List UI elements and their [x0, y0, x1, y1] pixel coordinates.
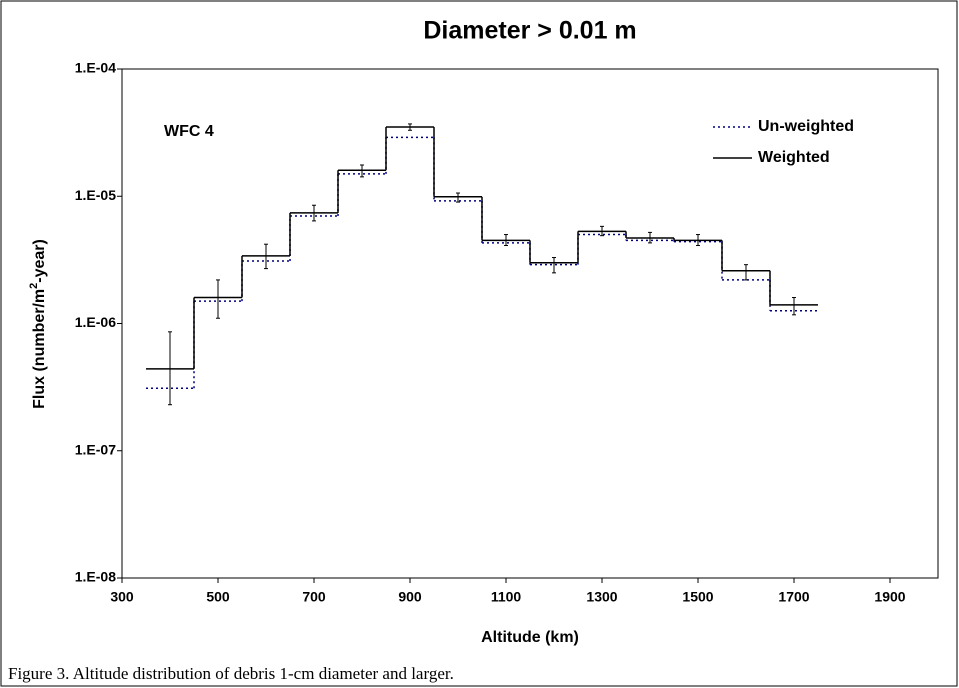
x-tick-label: 1900 [874, 589, 905, 605]
y-tick-label: 1.E-04 [75, 60, 116, 76]
x-tick-label: 700 [302, 589, 326, 605]
x-tick-label: 1100 [491, 589, 522, 605]
y-axis-title-part: Flux (number/m [31, 289, 48, 409]
caption: Figure 3. Altitude distribution of debri… [8, 664, 454, 683]
x-tick-label: 900 [398, 589, 422, 605]
y-axis-title-sup: 2 [28, 283, 40, 289]
annotation: WFC 4 [164, 123, 214, 140]
y-axis-title: Flux (number/m2-year) [28, 239, 48, 409]
y-tick-label: 1.E-08 [75, 569, 116, 585]
y-tick-label: 1.E-07 [75, 441, 116, 457]
y-tick-label: 1.E-05 [75, 187, 116, 203]
legend-label: Weighted [758, 149, 830, 166]
y-tick-label: 1.E-06 [75, 314, 116, 330]
chart-title: Diameter > 0.01 m [423, 17, 636, 45]
x-tick-label: 1700 [778, 589, 809, 605]
x-tick-label: 1300 [586, 589, 617, 605]
x-tick-label: 1500 [682, 589, 713, 605]
y-axis-title-part: -year) [31, 239, 48, 283]
x-axis-title: Altitude (km) [481, 629, 579, 646]
x-tick-label: 300 [110, 589, 134, 605]
x-tick-label: 500 [206, 589, 230, 605]
legend-label: Un-weighted [758, 118, 854, 135]
